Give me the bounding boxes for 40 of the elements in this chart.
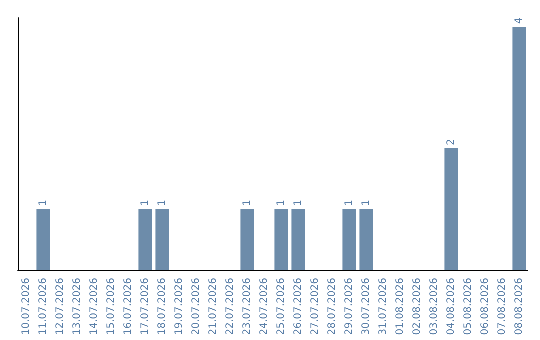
x-tick-label: 07.08.2026: [497, 278, 508, 336]
x-tick-label: 17.07.2026: [140, 278, 151, 336]
x-tick-label: 02.08.2026: [412, 278, 423, 336]
x-tick-label: 15.07.2026: [106, 278, 117, 336]
x-tick-label: 03.08.2026: [429, 278, 440, 336]
x-tick-label: 10.07.2026: [21, 278, 32, 336]
x-tick-label: 28.07.2026: [327, 278, 338, 336]
x-tick-label: 23.07.2026: [242, 278, 253, 336]
x-tick-label: 26.07.2026: [293, 278, 304, 336]
x-tick-label: 08.08.2026: [514, 278, 525, 336]
data-label: 1: [361, 200, 372, 206]
x-tick-label: 12.07.2026: [55, 278, 66, 336]
data-label: 1: [140, 200, 151, 206]
x-tick-label: 22.07.2026: [225, 278, 236, 336]
data-label: 1: [293, 200, 304, 206]
x-tick-label: 29.07.2026: [344, 278, 355, 336]
x-tick-label: 18.07.2026: [157, 278, 168, 336]
data-label: 1: [38, 200, 49, 206]
x-tick-label: 24.07.2026: [259, 278, 270, 336]
x-tick-label: 25.07.2026: [276, 278, 287, 336]
x-tick-label: 16.07.2026: [123, 278, 134, 336]
x-tick-label: 21.07.2026: [208, 278, 219, 336]
x-tick-label: 19.07.2026: [174, 278, 185, 336]
x-tick-label: 01.08.2026: [395, 278, 406, 336]
data-label: 2: [446, 139, 457, 146]
data-label: 1: [276, 200, 287, 206]
x-tick-label: 11.07.2026: [38, 278, 49, 336]
x-tick-label: 14.07.2026: [89, 278, 100, 336]
data-label: 4: [514, 18, 525, 24]
x-tick-label: 13.07.2026: [72, 278, 83, 336]
x-tick-label: 30.07.2026: [361, 278, 372, 336]
x-tick-label: 05.08.2026: [463, 278, 474, 336]
x-tick-label: 20.07.2026: [191, 278, 202, 336]
data-label: 1: [157, 200, 168, 206]
x-tick-label: 27.07.2026: [310, 278, 321, 336]
data-label: 1: [242, 200, 253, 206]
x-tick-label: 31.07.2026: [378, 278, 389, 336]
x-tick-label: 04.08.2026: [446, 278, 457, 336]
data-label: 1: [344, 200, 355, 206]
x-tick-label: 06.08.2026: [480, 278, 491, 336]
